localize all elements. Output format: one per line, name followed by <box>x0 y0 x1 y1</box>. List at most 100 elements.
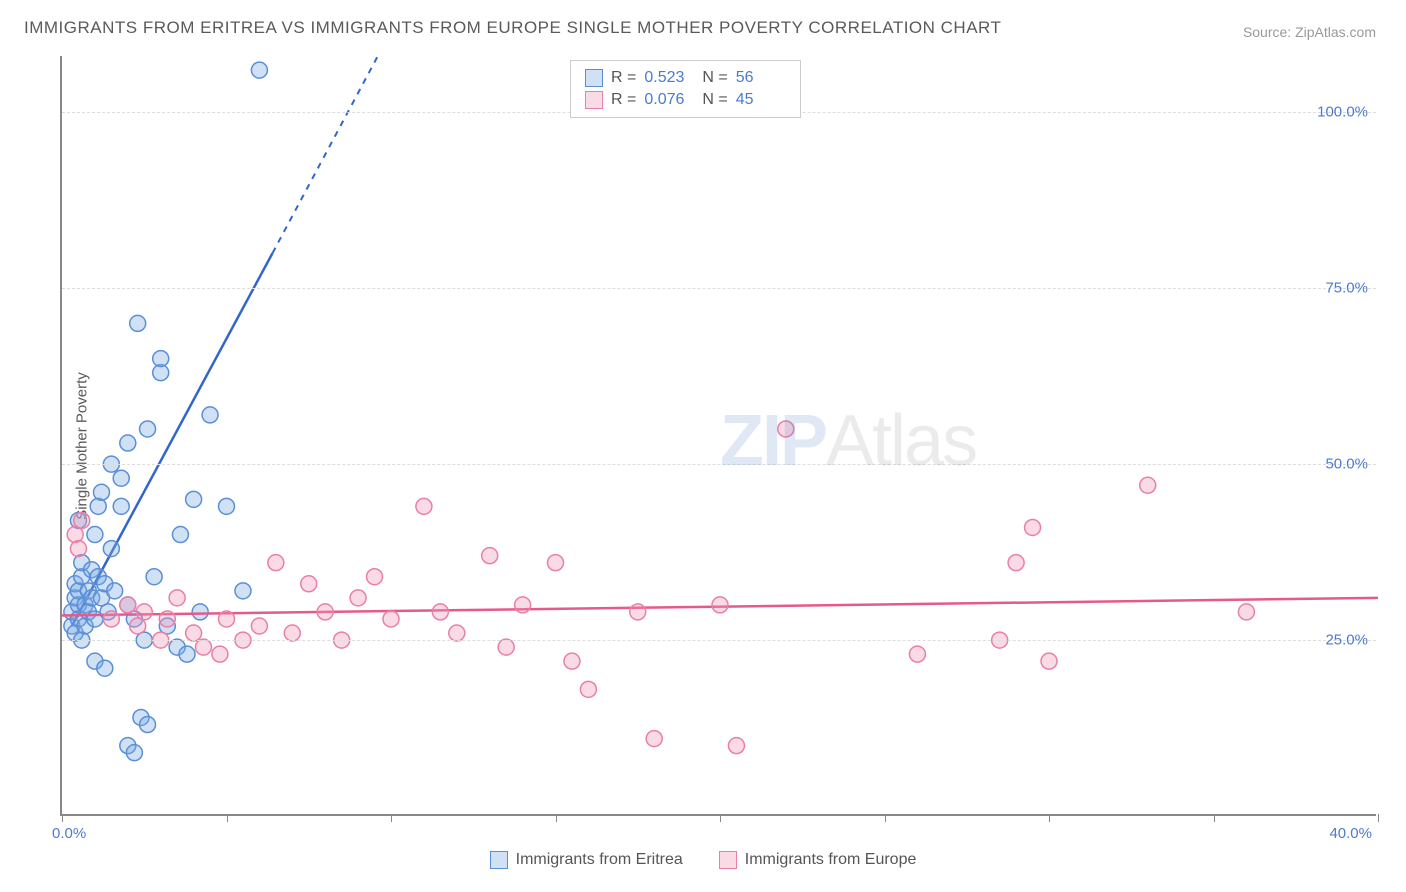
data-point <box>186 491 202 507</box>
data-point <box>159 611 175 627</box>
data-point <box>120 597 136 613</box>
gridline <box>62 640 1376 641</box>
x-tick <box>1214 814 1215 822</box>
data-point <box>219 611 235 627</box>
legend-swatch <box>490 851 508 869</box>
data-point <box>93 484 109 500</box>
y-tick-label: 100.0% <box>1317 104 1368 121</box>
y-tick-label: 75.0% <box>1325 280 1368 297</box>
legend-item: Immigrants from Europe <box>719 851 917 869</box>
data-point <box>498 639 514 655</box>
chart-svg <box>62 56 1376 814</box>
data-point <box>350 590 366 606</box>
data-point <box>1008 555 1024 571</box>
data-point <box>416 498 432 514</box>
x-tick-label: 40.0% <box>1329 825 1372 842</box>
data-point <box>130 315 146 331</box>
x-tick <box>1378 814 1379 822</box>
data-point <box>301 576 317 592</box>
data-point <box>90 498 106 514</box>
x-tick <box>720 814 721 822</box>
y-tick-label: 50.0% <box>1325 456 1368 473</box>
data-point <box>712 597 728 613</box>
data-point <box>284 625 300 641</box>
legend-row: R = 0.523 N = 56 <box>585 67 786 89</box>
data-point <box>219 498 235 514</box>
legend-item: Immigrants from Eritrea <box>490 851 683 869</box>
data-point <box>113 498 129 514</box>
trend-line-dashed <box>273 56 378 253</box>
n-value: 45 <box>736 91 786 109</box>
data-point <box>70 541 86 557</box>
data-point <box>87 527 103 543</box>
x-tick-label: 0.0% <box>52 825 86 842</box>
data-point <box>146 569 162 585</box>
n-value: 56 <box>736 69 786 87</box>
x-tick <box>885 814 886 822</box>
r-label: R = <box>611 91 636 109</box>
data-point <box>251 618 267 634</box>
correlation-legend: R =0.523N =56R =0.076N =45 <box>570 60 801 118</box>
legend-swatch <box>585 69 603 87</box>
data-point <box>251 62 267 78</box>
data-point <box>140 717 156 733</box>
data-point <box>107 583 123 599</box>
data-point <box>268 555 284 571</box>
data-point <box>1238 604 1254 620</box>
data-point <box>564 653 580 669</box>
data-point <box>103 611 119 627</box>
data-point <box>646 731 662 747</box>
r-label: R = <box>611 69 636 87</box>
data-point <box>202 407 218 423</box>
x-tick <box>556 814 557 822</box>
data-point <box>74 512 90 528</box>
legend-label: Immigrants from Europe <box>745 851 917 869</box>
series-legend: Immigrants from Eritrea Immigrants from E… <box>0 851 1406 874</box>
legend-swatch <box>585 91 603 109</box>
data-point <box>113 470 129 486</box>
data-point <box>235 583 251 599</box>
data-point <box>140 421 156 437</box>
data-point <box>179 646 195 662</box>
n-label: N = <box>702 69 727 87</box>
data-point <box>192 604 208 620</box>
data-point <box>317 604 333 620</box>
data-point <box>120 435 136 451</box>
data-point <box>103 541 119 557</box>
data-point <box>728 738 744 754</box>
data-point <box>169 590 185 606</box>
gridline <box>62 464 1376 465</box>
data-point <box>1041 653 1057 669</box>
data-point <box>153 351 169 367</box>
chart-title: IMMIGRANTS FROM ERITREA VS IMMIGRANTS FR… <box>24 18 1001 38</box>
gridline <box>62 288 1376 289</box>
x-tick <box>1049 814 1050 822</box>
data-point <box>1025 519 1041 535</box>
legend-label: Immigrants from Eritrea <box>516 851 683 869</box>
x-tick <box>62 814 63 822</box>
x-tick <box>227 814 228 822</box>
data-point <box>136 604 152 620</box>
n-label: N = <box>702 91 727 109</box>
source-attribution: Source: ZipAtlas.com <box>1243 24 1376 40</box>
data-point <box>482 548 498 564</box>
r-value: 0.523 <box>644 69 694 87</box>
data-point <box>126 745 142 761</box>
data-point <box>172 527 188 543</box>
data-point <box>432 604 448 620</box>
data-point <box>195 639 211 655</box>
data-point <box>1140 477 1156 493</box>
data-point <box>778 421 794 437</box>
legend-row: R =0.076N =45 <box>585 89 786 111</box>
data-point <box>97 660 113 676</box>
data-point <box>449 625 465 641</box>
data-point <box>212 646 228 662</box>
data-point <box>515 597 531 613</box>
x-tick <box>391 814 392 822</box>
data-point <box>630 604 646 620</box>
data-point <box>909 646 925 662</box>
y-tick-label: 25.0% <box>1325 632 1368 649</box>
data-point <box>548 555 564 571</box>
data-point <box>186 625 202 641</box>
data-point <box>367 569 383 585</box>
